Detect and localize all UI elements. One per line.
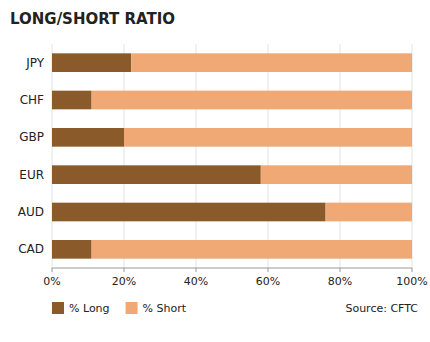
legend-label: % Short <box>143 302 187 315</box>
grid-line <box>340 44 341 268</box>
grid-line <box>124 44 125 268</box>
tick-label: 0% <box>43 275 60 288</box>
tick-mark <box>268 268 269 272</box>
legend-swatch <box>126 302 138 314</box>
x-axis-line <box>52 268 412 269</box>
tick-label: 40% <box>184 275 208 288</box>
category-label: JPY <box>25 56 45 70</box>
tick-mark <box>52 268 53 272</box>
tick-mark <box>124 268 125 272</box>
bar <box>326 203 412 222</box>
grid-line <box>52 44 53 268</box>
chart: LONG/SHORT RATIO 0% 20% 40% 60% 80% 100% JPY CHF… <box>0 0 430 342</box>
bar <box>92 240 412 259</box>
category-label: EUR <box>19 168 44 182</box>
bars <box>52 53 412 258</box>
grid <box>52 44 412 268</box>
grid-line <box>196 44 197 268</box>
bar <box>92 91 412 110</box>
title: LONG/SHORT RATIO <box>10 10 175 28</box>
legend: % Long % Short <box>52 302 187 315</box>
tick-label: 100% <box>396 275 427 288</box>
bar <box>52 165 261 184</box>
tick-label: 80% <box>328 275 352 288</box>
category-label: CHF <box>20 93 44 107</box>
bar <box>52 91 92 110</box>
bar <box>52 53 131 72</box>
tick-label: 60% <box>256 275 280 288</box>
legend-label: % Long <box>69 302 110 315</box>
legend-swatch <box>52 302 64 314</box>
bar <box>52 240 92 259</box>
source-note: Source: CFTC <box>345 302 418 315</box>
bar <box>131 53 412 72</box>
grid-line <box>268 44 269 268</box>
grid-line <box>412 44 413 268</box>
tick-mark <box>340 268 341 272</box>
category-label: CAD <box>18 242 44 256</box>
category-label: AUD <box>18 205 44 219</box>
tick-mark <box>412 268 413 272</box>
bar <box>52 128 124 147</box>
bar <box>124 128 412 147</box>
category-label: GBP <box>19 130 44 144</box>
bar <box>261 165 412 184</box>
tick-mark <box>196 268 197 272</box>
tick-label: 20% <box>112 275 136 288</box>
bar <box>52 203 326 222</box>
